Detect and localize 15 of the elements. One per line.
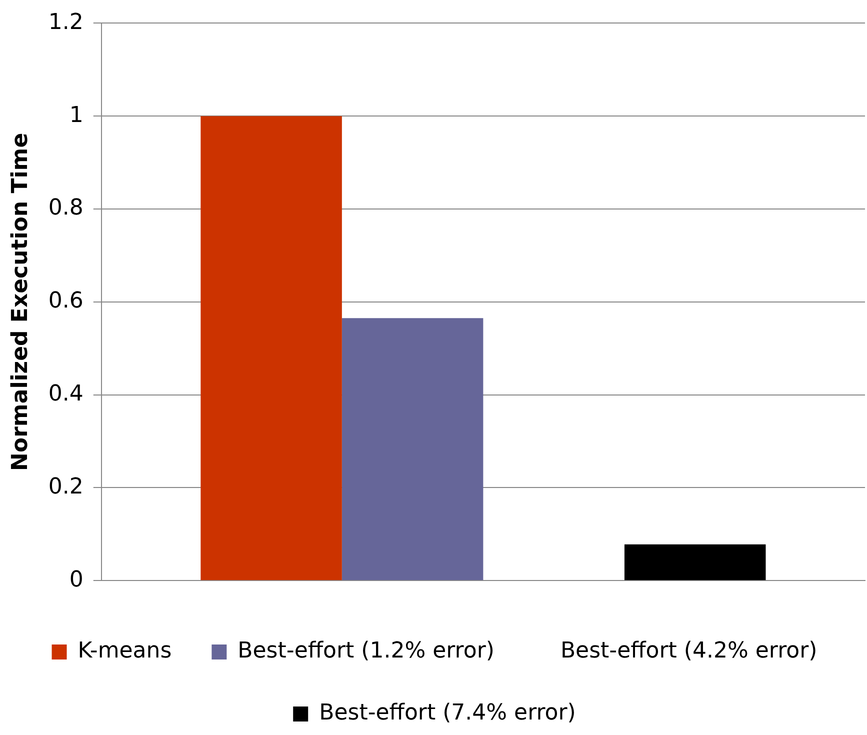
text: Best-effort (4.2% error) [560, 638, 818, 664]
bar [624, 544, 766, 580]
y-tick-label: 0.6 [48, 288, 84, 314]
y-tick-label: 0.2 [48, 474, 84, 500]
bar [342, 318, 484, 580]
legend-label: Best-effort (7.4% error) [319, 700, 576, 726]
y-tick-label: 1.2 [48, 10, 84, 35]
y-tick-label: 0.4 [48, 382, 84, 407]
legend-label: K-means [78, 638, 172, 664]
y-tick-label: 0.8 [48, 196, 84, 221]
y-tick-label: 0 [69, 567, 84, 592]
legend-label: Best-effort (1.2% error) [238, 638, 494, 664]
bar [200, 116, 342, 580]
y-axis-title: Normalized Execution Time [8, 132, 33, 471]
y-tick-label: 1 [69, 102, 84, 128]
